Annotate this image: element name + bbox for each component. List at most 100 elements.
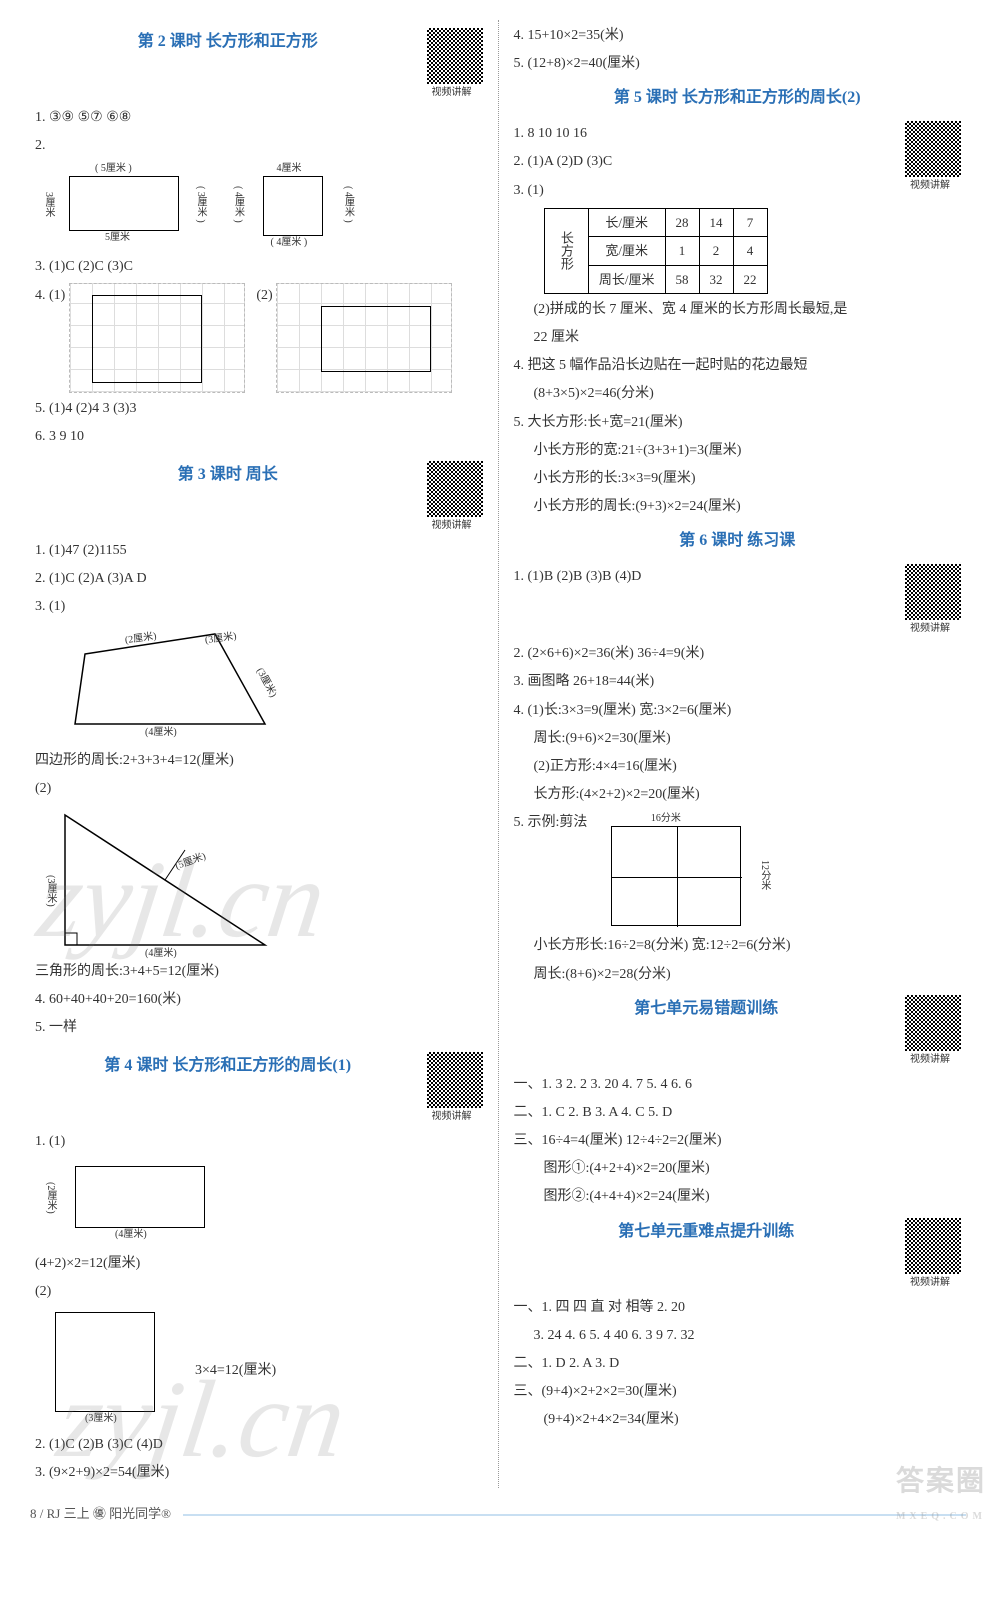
qr-block-s4: 视频讲解 [421,1052,483,1126]
qr-label: 视频讲解 [899,1051,961,1069]
grid-2 [276,283,452,393]
page-container: 视频讲解 第 2 课时 长方形和正方形 1. ③⑨ ⑤⑦ ⑥⑧ 2. ( 5厘米… [0,0,996,1498]
right-column: 4. 15+10×2=35(米) 5. (12+8)×2=40(厘米) 第 5 … [499,20,977,1488]
s6fig-right: 12分米 [755,860,773,890]
s3-q2: 2. (1)C (2)A (3)A D [35,566,483,591]
corner-sub: MXEQ.COM [896,1508,986,1526]
corner-main: 答案圈 [896,1466,986,1497]
s6-q5a: 小长方形长:16÷2=8(分米) 宽:12÷2=6(分米) [514,933,962,958]
qr-block-s3: 视频讲解 [421,461,483,535]
tbl-c: 宽/厘米 [588,237,665,265]
qr-label: 视频讲解 [899,177,961,195]
qr-icon [427,28,483,84]
tbl-c: 32 [699,265,733,293]
s6-q5-text: 5. 示例:剪法 [514,815,588,830]
s7a-l3: 三、16÷4=4(厘米) 12÷4÷2=2(厘米) [514,1128,962,1153]
quad-fig: (2厘米) (3厘米) (3厘米) (4厘米) [55,624,295,744]
qr-block-s7b: 视频讲解 [899,1218,961,1292]
r1-top: ( 5厘米 ) [95,160,132,178]
qr-icon [905,1218,961,1274]
s2-q4a: 4. (1) [35,283,65,308]
tri-a: (3厘米) [41,875,59,907]
page-footer: 8 / RJ 三上 ㊝ 阳光同学® [0,1498,996,1535]
tbl-c: 4 [733,237,767,265]
s5-table: 长方形 长/厘米 28 14 7 宽/厘米 1 2 4 周长/厘米 58 32 … [544,208,768,294]
s4-q3: 3. (9×2+9)×2=54(厘米) [35,1460,483,1485]
left-column: 视频讲解 第 2 课时 长方形和正方形 1. ③⑨ ⑤⑦ ⑥⑧ 2. ( 5厘米… [20,20,499,1488]
quad-b: (3厘米) [204,627,238,649]
s2-q2: 2. [35,133,483,158]
qr-label: 视频讲解 [899,1274,961,1292]
tbl-c: 58 [665,265,699,293]
tbl-c: 28 [665,208,699,236]
s3-q3b: (2) [35,776,483,801]
quad-d: (4厘米) [145,724,177,742]
s7b-l5: (9+4)×2+4×2=34(厘米) [514,1407,962,1432]
s3-q1: 1. (1)47 (2)1155 [35,538,483,563]
qr-label: 视频讲解 [421,1108,483,1126]
s6-q4d: 长方形:(4×2+2)×2=20(厘米) [514,782,962,807]
s4-r2: 3×4=12(厘米) (3厘米) [35,1308,483,1428]
tbl-c: 14 [699,208,733,236]
quad-cap: 四边形的周长:2+3+3+4=12(厘米) [35,748,483,773]
s5-q4b: (8+3×5)×2=46(分米) [514,381,962,406]
qr-icon [427,461,483,517]
s5-q2: 2. (1)A (2)D (3)C [514,149,962,174]
qr-label: 视频讲解 [899,620,961,638]
title-s7a: 第七单元易错题训练 [514,995,962,1024]
qr-icon [905,564,961,620]
s7b-l1: 一、1. 四 四 直 对 相等 2. 20 [514,1295,962,1320]
tri-fig: (3厘米) (5厘米) (4厘米) [45,805,285,955]
qr-icon [905,995,961,1051]
s3-q5: 5. 一样 [35,1015,483,1040]
title-s6: 第 6 课时 练习课 [514,527,962,556]
s5-tc2: 22 厘米 [514,325,962,350]
s7b-l3: 二、1. D 2. A 3. D [514,1351,962,1376]
r2-left: ( 4厘米 ) [229,186,247,223]
s2-rects: ( 5厘米 ) 5厘米 3厘米 ( 3厘米 ) 4厘米 ( 4厘米 ) ( 4厘… [35,162,483,250]
s5-q5c: 小长方形的长:3×3=9(厘米) [514,466,962,491]
s7a-l5: 图形②:(4+4+4)×2=24(厘米) [514,1184,962,1209]
title-s5: 第 5 课时 长方形和正方形的周长(2) [514,84,962,113]
s2-q4: 4. (1) (2) [35,283,483,393]
qr-icon [427,1052,483,1108]
r1-left: 3厘米 [39,192,57,217]
r2-right: ( 4厘米 ) [339,186,357,223]
s6-q3: 3. 画图略 26+18=44(米) [514,669,962,694]
tbl-c: 长/厘米 [588,208,665,236]
rt-l2: 5. (12+8)×2=40(厘米) [514,51,962,76]
s4-q2: 2. (1)C (2)B (3)C (4)D [35,1432,483,1457]
s6-q4c: (2)正方形:4×4=16(厘米) [514,754,962,779]
corner-watermark: 答案圈 MXEQ.COM [896,1457,986,1525]
qr-block-s5: 视频讲解 [899,121,961,195]
s4r2-bot: (3厘米) [85,1410,117,1428]
qr-block-s2: 视频讲解 [421,28,483,102]
grid-1 [69,283,245,393]
qr-label: 视频讲解 [421,84,483,102]
s5-q1: 1. 8 10 10 16 [514,121,962,146]
tbl-c: 2 [699,237,733,265]
s4-r1: (2厘米) (4厘米) [35,1162,225,1244]
qr-icon [905,121,961,177]
r2-top: 4厘米 [277,160,302,178]
title-s7b: 第七单元重难点提升训练 [514,1218,962,1247]
title-s2: 第 2 课时 长方形和正方形 [35,28,483,57]
tbl-c: 7 [733,208,767,236]
s2-q1: 1. ③⑨ ⑤⑦ ⑥⑧ [35,105,483,130]
s4-eq1: (4+2)×2=12(厘米) [35,1251,483,1276]
s7a-l2: 二、1. C 2. B 3. A 4. C 5. D [514,1100,962,1125]
s6-q4b: 周长:(9+6)×2=30(厘米) [514,726,962,751]
s6-q4a: 4. (1)长:3×3=9(厘米) 宽:3×2=6(厘米) [514,698,962,723]
s6-q1: 1. (1)B (2)B (3)B (4)D [514,564,962,589]
s4r2-eq: 3×4=12(厘米) [195,1358,276,1383]
s7b-l2: 3. 24 4. 6 5. 4 40 6. 3 9 7. 32 [514,1323,962,1348]
s2-q6: 6. 3 9 10 [35,424,483,449]
s4r1-left: (2厘米) [41,1182,59,1214]
r1-bot: 5厘米 [105,229,130,247]
s2-q3: 3. (1)C (2)C (3)C [35,254,483,279]
s5-q4a: 4. 把这 5 幅作品沿长边贴在一起时贴的花边最短 [514,353,962,378]
s6-q5b: 周长:(8+6)×2=28(分米) [514,962,962,987]
s5-q5d: 小长方形的周长:(9+3)×2=24(厘米) [514,494,962,519]
s3-q4: 4. 60+40+40+20=160(米) [35,987,483,1012]
s5-tc1: (2)拼成的长 7 厘米、宽 4 厘米的长方形周长最短,是 [514,297,962,322]
